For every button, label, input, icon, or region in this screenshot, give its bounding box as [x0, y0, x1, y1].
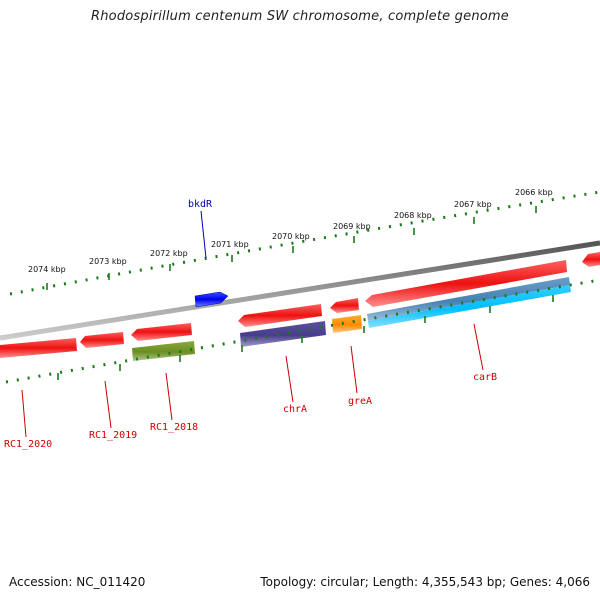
gene-carB[interactable]	[365, 260, 567, 307]
gene-RC1_2019[interactable]	[80, 332, 124, 348]
scale-label: 2073 kbp	[89, 257, 127, 266]
genome-summary-text: Topology: circular; Length: 4,355,543 bp…	[260, 575, 590, 589]
scale-label: 2066 kbp	[515, 188, 553, 197]
gene-greA[interactable]	[330, 298, 359, 313]
scale-label: 2068 kbp	[394, 211, 432, 220]
accession-text: Accession: NC_011420	[9, 575, 146, 589]
scale-label: 2069 kbp	[333, 222, 371, 231]
gene-label: bkdR	[188, 199, 213, 210]
gene-label: chrA	[283, 404, 307, 415]
gene-RC1_2020[interactable]	[0, 338, 77, 358]
scale-label: 2070 kbp	[272, 232, 310, 241]
map-title: Rhodospirillum centenum SW chromosome, c…	[91, 9, 509, 24]
gene-chrA[interactable]	[238, 304, 322, 327]
inner-major-ticks	[57, 295, 554, 380]
scale-label: 2074 kbp	[28, 265, 66, 274]
gene-label: carB	[473, 372, 497, 383]
gene-RC1_2018[interactable]	[131, 323, 192, 341]
outer-major-ticks	[46, 206, 537, 290]
gene-label: RC1_2019	[89, 430, 137, 441]
gene-label: RC1_2018	[150, 422, 198, 433]
inner-scale-arc	[5, 278, 600, 384]
scale-label: 2067 kbp	[454, 200, 492, 209]
gene-label: greA	[348, 396, 372, 407]
label-leaders	[21, 323, 484, 438]
gene-bkdR[interactable]	[194, 291, 229, 308]
feature-bar-purple	[240, 321, 326, 347]
outer-scale-arc	[9, 190, 600, 296]
feature-bar-cyan	[368, 285, 571, 328]
scale-label: 2072 kbp	[150, 249, 188, 258]
gene-partial-right[interactable]	[582, 252, 600, 267]
chromosome-backbone	[0, 240, 600, 341]
gene-label: RC1_2020	[4, 439, 52, 450]
feature-bar-green	[132, 341, 195, 361]
feature-bar-orange	[332, 315, 362, 333]
scale-label: 2071 kbp	[211, 240, 249, 249]
label-leader-bkdR	[200, 210, 207, 259]
